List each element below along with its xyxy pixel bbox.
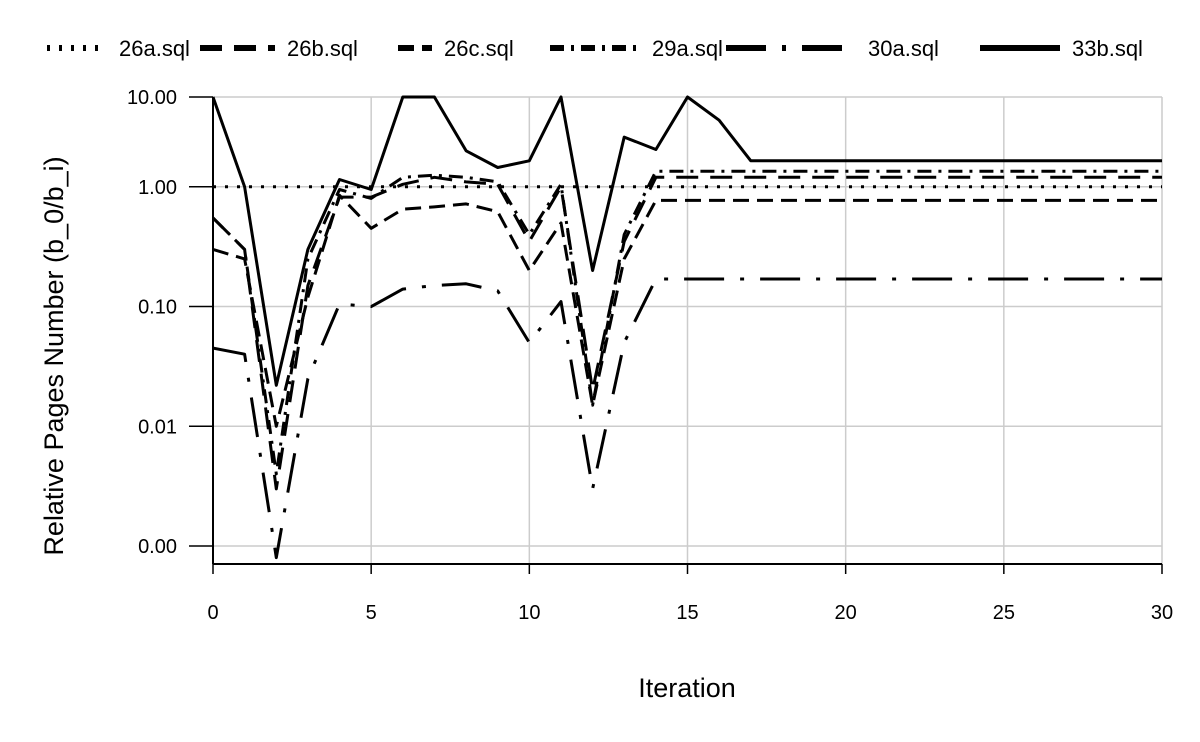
axes — [189, 96, 1163, 574]
x-tick-label: 20 — [835, 602, 857, 624]
legend-item-30a: 30a.sql — [726, 36, 939, 61]
y-tick-label: 0.01 — [138, 416, 177, 438]
legend-item-29a: 29a.sql — [550, 36, 723, 61]
y-tick-label: 10.00 — [127, 87, 177, 109]
x-tick-label: 30 — [1151, 602, 1173, 624]
legend-label: 33b.sql — [1072, 36, 1143, 61]
legend-label: 29a.sql — [652, 36, 723, 61]
y-tick-label: 1.00 — [138, 177, 177, 199]
x-tick-label: 5 — [366, 602, 377, 624]
legend-item-33b: 33b.sql — [980, 36, 1143, 61]
series-line-33b — [213, 95, 1162, 387]
x-axis-title: Iteration — [638, 673, 736, 703]
series-lines — [213, 95, 1162, 560]
y-tick-label: 0.00 — [138, 536, 177, 558]
series-line-26c — [213, 193, 1162, 428]
x-tick-label: 10 — [518, 602, 540, 624]
x-tick-label: 25 — [993, 602, 1015, 624]
legend: 26a.sql 26b.sql 26c.sql 29a.sql 30a.sql 33b.s… — [47, 36, 1143, 61]
legend-label: 26a.sql — [119, 36, 190, 61]
y-tick-label: 0.10 — [138, 297, 177, 319]
x-tick-label: 15 — [676, 602, 698, 624]
grid — [213, 96, 1163, 564]
legend-label: 26c.sql — [444, 36, 514, 61]
series-line-30a — [213, 277, 1162, 560]
legend-item-26b: 26b.sql — [200, 36, 358, 61]
y-axis-title: Relative Pages Number (b_0/b_i) — [39, 156, 69, 555]
tick-labels: 0 5 10 15 20 25 30 10.00 1.00 0.10 0.01 0.00 — [127, 87, 1173, 624]
x-tick-label: 0 — [207, 602, 218, 624]
legend-item-26a: 26a.sql — [47, 36, 190, 61]
legend-label: 30a.sql — [868, 36, 939, 61]
legend-label: 26b.sql — [287, 36, 358, 61]
legend-item-26c: 26c.sql — [398, 36, 514, 61]
series-line-29a — [213, 169, 1162, 476]
